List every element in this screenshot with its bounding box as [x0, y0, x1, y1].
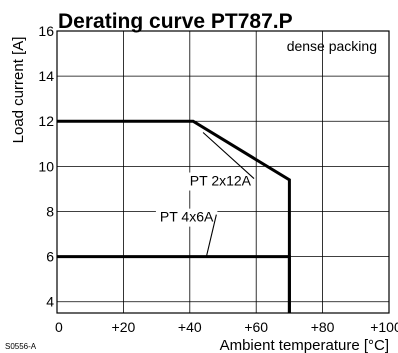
callout-leader-line: [202, 132, 255, 179]
series-line-pt-4x6a: [57, 255, 291, 313]
series-line-pt-2x12a: [57, 119, 291, 313]
series-label: PT 4x6A: [160, 209, 214, 225]
callout-label-bg: [185, 172, 256, 191]
y-axis-label: Load current [A]: [10, 37, 27, 144]
y-tick-label: 12: [38, 113, 54, 129]
plot-frame: [56, 30, 390, 314]
x-tick-label: +20: [112, 319, 136, 335]
y-tick-label: 10: [38, 158, 54, 174]
tick-labels: 0 +20 +40 +60 +80 +100 4 6 8 10 12 14 16: [38, 23, 398, 335]
x-tick-label: +80: [311, 319, 335, 335]
series-callouts: PT 2x12A PT 4x6A: [155, 132, 256, 257]
y-tick-label: 4: [46, 294, 54, 310]
y-tick-label: 8: [46, 203, 54, 219]
x-axis-label: Ambient temperature [°C]: [220, 337, 389, 353]
series-label: PT 2x12A: [190, 173, 252, 189]
callout-label-bg: [155, 208, 218, 227]
figure-code: S0556-A: [5, 342, 37, 351]
x-tick-label: +40: [178, 319, 202, 335]
y-tick-label: 6: [46, 249, 54, 265]
y-tick-label: 16: [38, 23, 54, 39]
y-tick-label: 14: [38, 68, 54, 84]
x-tick-label: 0: [55, 319, 63, 335]
x-tick-label: +100: [370, 319, 398, 335]
chart-title: Derating curve PT787.P: [58, 10, 293, 33]
series-lines: [57, 119, 291, 313]
callout-leader-line: [205, 214, 217, 257]
dense-packing-annotation: dense packing: [287, 38, 377, 54]
x-tick-label: +60: [244, 319, 268, 335]
